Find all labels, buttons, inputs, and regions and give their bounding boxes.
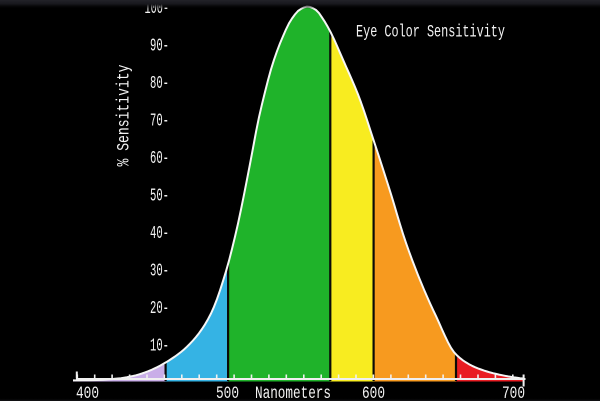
svg-text:Eye Color Sensitivity: Eye Color Sensitivity (356, 23, 505, 43)
svg-text:Nanometers: Nanometers (255, 384, 331, 401)
svg-text:80-: 80- (150, 73, 169, 94)
svg-text:600: 600 (362, 384, 385, 401)
svg-text:10-: 10- (150, 335, 169, 356)
svg-text:% Sensitivity: % Sensitivity (115, 65, 135, 167)
svg-text:90-: 90- (150, 35, 169, 56)
svg-text:700: 700 (502, 384, 525, 401)
svg-text:40-: 40- (150, 223, 169, 244)
svg-text:500: 500 (216, 384, 239, 401)
svg-text:20-: 20- (150, 298, 169, 319)
svg-text:70-: 70- (150, 110, 169, 131)
svg-text:400: 400 (76, 384, 99, 401)
svg-text:30-: 30- (150, 260, 169, 281)
svg-text:60-: 60- (150, 148, 169, 169)
svg-text:50-: 50- (150, 185, 169, 206)
